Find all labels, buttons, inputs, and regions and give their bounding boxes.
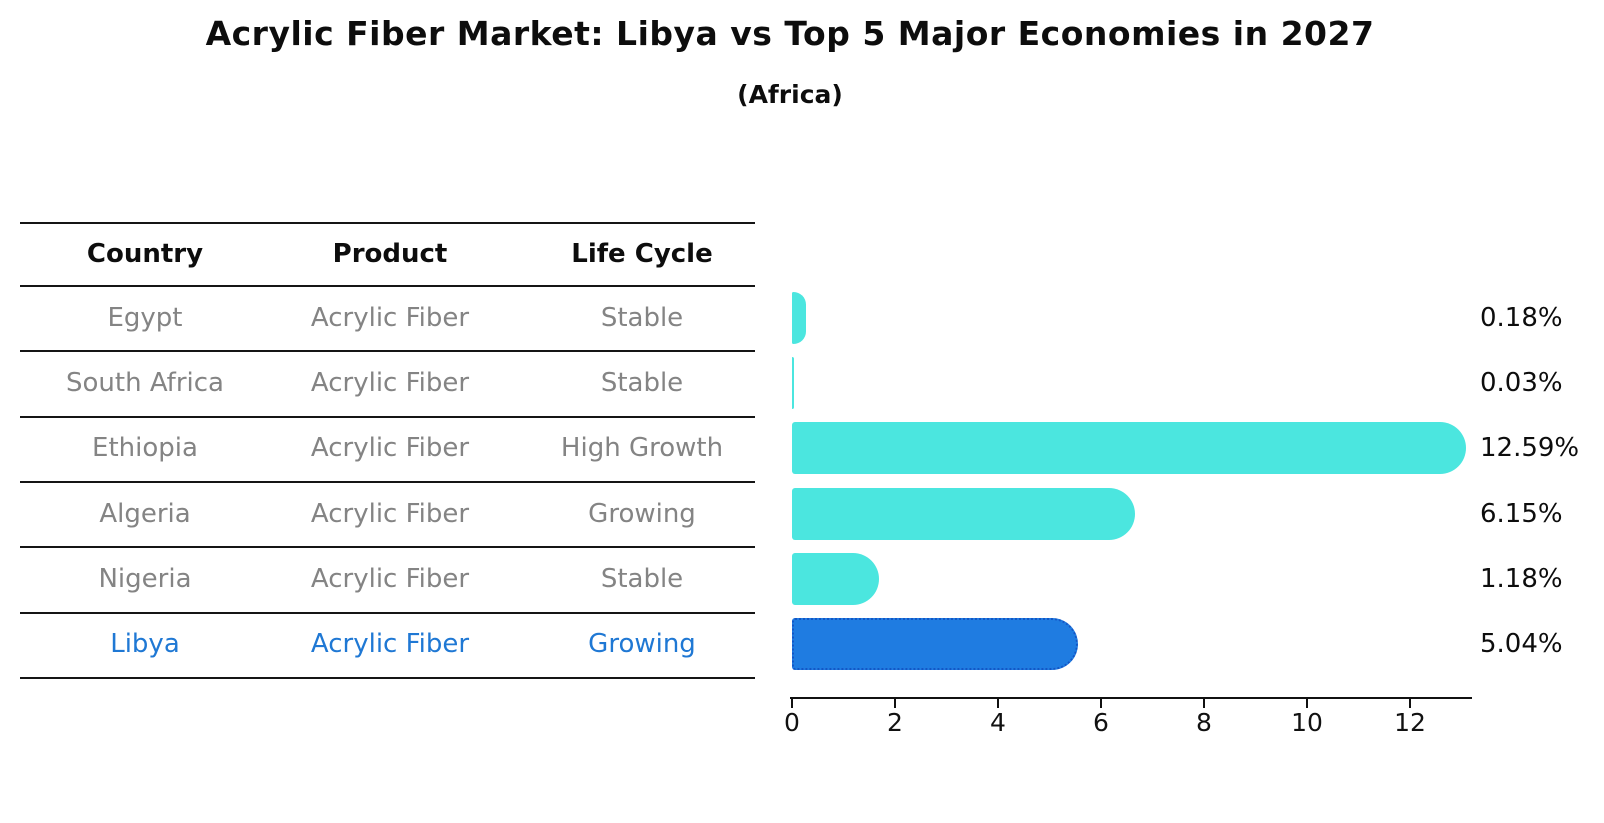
table-cell-country-south-africa: South Africa [66, 367, 224, 398]
table-row-rule [20, 350, 755, 353]
table-cell-life-cycle-libya: Growing [588, 629, 696, 660]
x-tick-label-10: 10 [1291, 708, 1323, 737]
x-tick-12 [1409, 699, 1411, 708]
table-header-life-cycle: Life Cycle [571, 238, 713, 269]
table-cell-life-cycle-ethiopia: High Growth [560, 433, 724, 464]
chart-subtitle: (Africa) [737, 80, 843, 109]
value-label-south-africa: 0.03% [1480, 367, 1563, 398]
bar-ethiopia [792, 422, 1467, 475]
x-tick-4 [997, 699, 999, 708]
table-cell-life-cycle-algeria: Growing [588, 498, 696, 529]
table-cell-product-south-africa: Acrylic Fiber [310, 367, 470, 398]
x-tick-label-12: 12 [1394, 708, 1426, 737]
table-cell-life-cycle-nigeria: Stable [600, 563, 684, 594]
bar-nigeria [792, 552, 879, 605]
table-cell-product-egypt: Acrylic Fiber [310, 302, 470, 333]
x-tick-label-2: 2 [887, 708, 903, 737]
table-row-rule [20, 546, 755, 549]
table-cell-life-cycle-south-africa: Stable [600, 367, 684, 398]
x-tick-2 [894, 699, 896, 708]
x-tick-label-0: 0 [784, 708, 800, 737]
x-tick-10 [1306, 699, 1308, 708]
x-tick-label-4: 4 [990, 708, 1006, 737]
x-tick-6 [1100, 699, 1102, 708]
value-label-ethiopia: 12.59% [1480, 433, 1580, 464]
table-header-product: Product [332, 238, 448, 269]
x-tick-label-8: 8 [1196, 708, 1212, 737]
table-header-country: Country [86, 238, 204, 269]
bar-south-africa [792, 356, 795, 409]
table-cell-product-libya: Acrylic Fiber [310, 629, 470, 660]
table-row-rule [20, 611, 755, 614]
bar-egypt [792, 291, 806, 344]
table-top-rule [20, 222, 755, 224]
table-cell-country-egypt: Egypt [107, 302, 183, 333]
value-label-algeria: 6.15% [1480, 498, 1563, 529]
table-row-rule [20, 480, 755, 483]
table-row-rule [20, 415, 755, 418]
table-cell-country-ethiopia: Ethiopia [92, 433, 198, 464]
table-cell-product-algeria: Acrylic Fiber [310, 498, 470, 529]
value-label-nigeria: 1.18% [1480, 563, 1563, 594]
table-cell-product-ethiopia: Acrylic Fiber [310, 433, 470, 464]
table-cell-country-nigeria: Nigeria [98, 563, 192, 594]
x-tick-0 [791, 699, 793, 708]
table-row-rule [20, 676, 755, 679]
table-cell-country-libya: Libya [110, 629, 180, 660]
bar-algeria [792, 487, 1135, 540]
value-label-libya: 5.04% [1480, 629, 1563, 660]
table-cell-country-algeria: Algeria [99, 498, 191, 529]
x-axis-line [790, 697, 1472, 699]
chart-title: Acrylic Fiber Market: Libya vs Top 5 Maj… [205, 14, 1375, 53]
x-tick-8 [1203, 699, 1205, 708]
table-cell-life-cycle-egypt: Stable [600, 302, 684, 333]
table-cell-product-nigeria: Acrylic Fiber [310, 563, 470, 594]
table-header-rule [20, 285, 755, 287]
x-tick-label-6: 6 [1093, 708, 1109, 737]
value-label-egypt: 0.18% [1480, 302, 1563, 333]
bar-libya [792, 618, 1078, 671]
